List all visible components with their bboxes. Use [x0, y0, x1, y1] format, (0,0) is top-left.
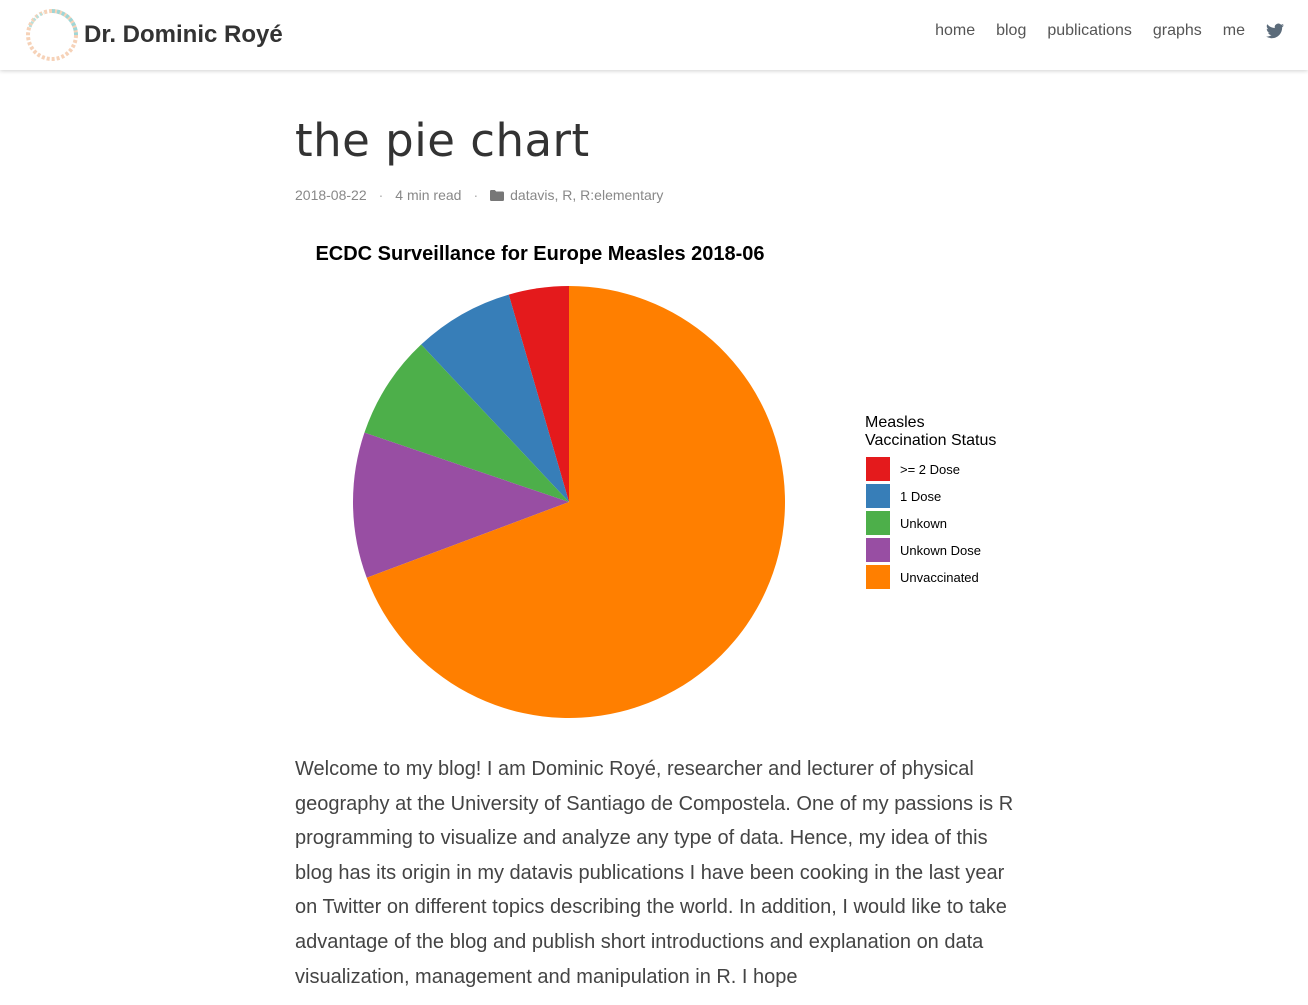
- legend-swatch: [866, 511, 890, 535]
- nav-publications[interactable]: publications: [1047, 22, 1132, 39]
- legend-label: Unvaccinated: [900, 570, 979, 585]
- pie-slice-unkown-dose: [353, 432, 569, 578]
- meta-separator: ·: [473, 187, 479, 203]
- meta-separator: ·: [378, 187, 384, 203]
- pie-chart-figure: ECDC Surveillance for Europe Measles 201…: [295, 230, 1015, 730]
- post-header: the pie chart 2018-08-22 · 4 min read · …: [295, 110, 1015, 203]
- post-title: the pie chart: [295, 114, 590, 167]
- legend-label: >= 2 Dose: [900, 462, 960, 477]
- post-date: 2018-08-22: [295, 187, 367, 203]
- pie-slice-2-dose: [508, 286, 569, 502]
- legend-swatch: [866, 538, 890, 562]
- category-datavis[interactable]: datavis: [510, 187, 555, 203]
- brand-name[interactable]: Dr. Dominic Royé: [84, 21, 283, 48]
- legend-label: Unkown Dose: [900, 543, 981, 558]
- main-nav: home blog publications graphs me: [914, 22, 1284, 40]
- post-body-text: Welcome to my blog! I am Dominic Royé, r…: [295, 758, 1014, 988]
- twitter-icon[interactable]: [1266, 23, 1284, 39]
- pie-chart: ECDC Surveillance for Europe Measles 201…: [315, 243, 996, 718]
- pie-slice-unvaccinated: [366, 286, 785, 718]
- nav-graphs[interactable]: graphs: [1152, 22, 1202, 39]
- legend-title: Measles Vaccination Status: [865, 414, 996, 449]
- chart-legend: Measles Vaccination Status >= 2 Dose 1 Do…: [865, 414, 996, 589]
- category-r[interactable]: R: [562, 187, 573, 203]
- chart-title: ECDC Surveillance for Europe Measles 201…: [315, 243, 764, 265]
- legend-swatch: [866, 484, 890, 508]
- brand[interactable]: Dr. Dominic Royé: [24, 6, 283, 64]
- read-time: 4 min read: [395, 187, 462, 203]
- legend-swatch: [866, 457, 890, 481]
- logo-icon: [26, 9, 78, 61]
- pie-slice-1-dose: [421, 294, 569, 502]
- category-r-elementary[interactable]: R:elementary: [580, 187, 664, 203]
- nav-blog[interactable]: blog: [996, 22, 1027, 39]
- pie-slice-unkown: [364, 344, 569, 502]
- nav-home[interactable]: home: [935, 22, 976, 39]
- legend-label: Unkown: [900, 516, 947, 531]
- pie-slices: [353, 286, 785, 718]
- nav-me[interactable]: me: [1222, 22, 1245, 39]
- navbar: Dr. Dominic Royé home blog publications …: [0, 0, 1308, 70]
- legend-swatch: [866, 565, 890, 589]
- post-meta: 2018-08-22 · 4 min read · datavis, R, R:…: [295, 187, 664, 203]
- legend-label: 1 Dose: [900, 489, 941, 504]
- folder-icon: [490, 189, 505, 201]
